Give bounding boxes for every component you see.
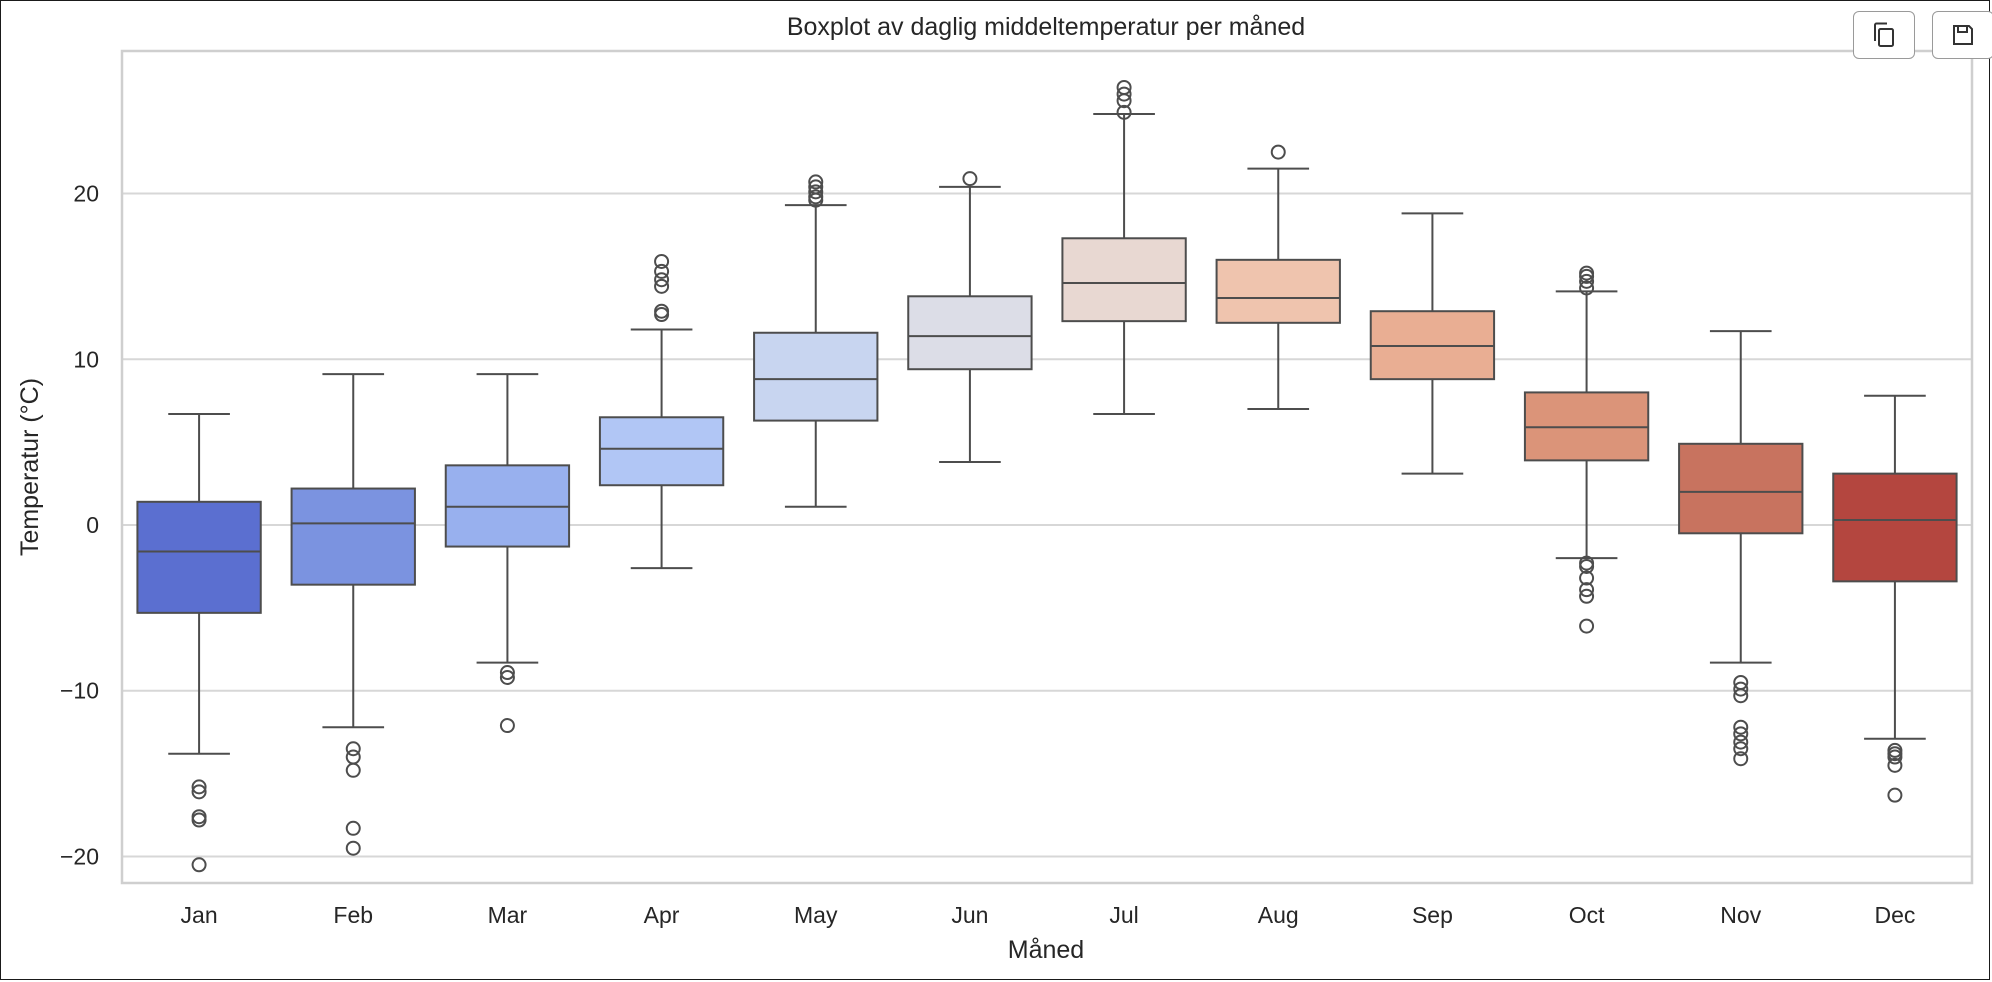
- x-tick-label: Jan: [181, 902, 218, 928]
- copy-button[interactable]: [1853, 11, 1915, 59]
- x-tick-label: Sep: [1412, 902, 1453, 928]
- x-tick-label: Feb: [333, 902, 373, 928]
- box-group-feb: [290, 373, 416, 856]
- plot-area-frame: [120, 49, 1974, 885]
- outlier-point: [345, 820, 361, 836]
- x-tick-label: Aug: [1258, 902, 1299, 928]
- outlier-point: [654, 253, 670, 269]
- chart-title: Boxplot av daglig middeltemperatur per m…: [787, 13, 1305, 41]
- y-tick-label: −20: [60, 843, 99, 869]
- box-iqr: [1215, 258, 1341, 324]
- outlier-point: [1579, 570, 1595, 586]
- outlier-point: [1579, 582, 1595, 598]
- x-tick-labels: Jan Feb Mar Apr May Jun Jul Aug Sep Oct Nov Dec: [181, 902, 1916, 928]
- box-group-jul: [1061, 79, 1187, 415]
- x-tick-label: Apr: [644, 902, 680, 928]
- outlier-point: [1887, 787, 1903, 803]
- outlier-point: [499, 718, 515, 734]
- outlier-point: [1116, 104, 1132, 120]
- outlier-point: [1733, 688, 1749, 704]
- save-button[interactable]: [1932, 11, 1992, 59]
- save-icon: [1953, 25, 1973, 45]
- box-group-dec: [1832, 394, 1958, 803]
- outlier-point: [654, 263, 670, 279]
- copy-icon: [1874, 22, 1894, 47]
- y-tick-label: 10: [73, 346, 99, 372]
- box-group-jun: [907, 171, 1033, 464]
- outlier-point: [1733, 681, 1749, 697]
- outlier-point: [345, 840, 361, 856]
- box-iqr: [598, 416, 725, 487]
- outlier-point: [1579, 588, 1595, 604]
- outlier-point: [1733, 741, 1749, 757]
- x-tick-label: May: [794, 902, 838, 928]
- outlier-point: [191, 857, 207, 873]
- outlier-point: [654, 303, 670, 319]
- outlier-point: [1579, 558, 1595, 574]
- outlier-point: [962, 171, 978, 187]
- box-iqr: [753, 331, 879, 422]
- box-group-oct: [1523, 265, 1650, 634]
- outlier-point: [654, 272, 670, 288]
- grid-layer: [122, 192, 1972, 858]
- outlier-point: [1733, 734, 1749, 750]
- outlier-point: [1887, 749, 1903, 765]
- outlier-point: [654, 278, 670, 294]
- x-tick-label: Mar: [488, 902, 528, 928]
- x-tick-label: Dec: [1874, 902, 1915, 928]
- box-group-aug: [1215, 144, 1341, 410]
- outlier-point: [1116, 79, 1132, 95]
- y-tick-labels: −20 −10 0 10 20: [60, 181, 99, 870]
- box-iqr: [907, 295, 1033, 371]
- outlier-point: [345, 749, 361, 765]
- box-group-nov: [1678, 330, 1804, 767]
- box-group-sep: [1369, 212, 1496, 475]
- box-group-apr: [598, 253, 725, 570]
- outlier-point: [808, 174, 824, 190]
- outlier-point: [808, 184, 824, 200]
- outlier-point: [191, 779, 207, 795]
- outlier-point: [345, 762, 361, 778]
- y-tick-label: 20: [73, 181, 99, 207]
- x-tick-label: Oct: [1569, 902, 1605, 928]
- y-axis-label: Temperatur (°C): [16, 378, 44, 556]
- box-iqr: [136, 500, 262, 614]
- box-iqr: [1061, 237, 1187, 323]
- outlier-point: [345, 741, 361, 757]
- outlier-point: [1579, 618, 1595, 634]
- y-tick-label: −10: [60, 678, 99, 704]
- x-axis-label: Måned: [1008, 936, 1084, 964]
- box-iqr: [1832, 472, 1958, 583]
- outlier-point: [1733, 719, 1749, 735]
- outlier-point: [1579, 273, 1595, 289]
- outlier-point: [1579, 265, 1595, 281]
- outlier-point: [1733, 726, 1749, 742]
- box-iqr: [290, 487, 416, 586]
- x-tick-label: Nov: [1720, 902, 1761, 928]
- box-group-mar: [444, 373, 571, 734]
- x-tick-label: Jul: [1109, 902, 1138, 928]
- box-group-jan: [136, 412, 262, 873]
- outlier-point: [191, 812, 207, 828]
- outlier-point: [499, 665, 515, 681]
- outlier-point: [1887, 757, 1903, 773]
- outlier-point: [808, 179, 824, 195]
- outlier-point: [1733, 751, 1749, 767]
- x-tick-label: Jun: [951, 902, 988, 928]
- outlier-point: [808, 189, 824, 205]
- y-tick-label: 0: [86, 512, 99, 538]
- outlier-point: [1579, 280, 1595, 296]
- outlier-point: [1270, 144, 1286, 160]
- outlier-point: [191, 784, 207, 800]
- box-iqr: [1678, 442, 1804, 535]
- box-group-may: [753, 174, 879, 508]
- outlier-point: [1116, 86, 1132, 102]
- box-layer: [136, 79, 1958, 873]
- outlier-point: [499, 669, 515, 685]
